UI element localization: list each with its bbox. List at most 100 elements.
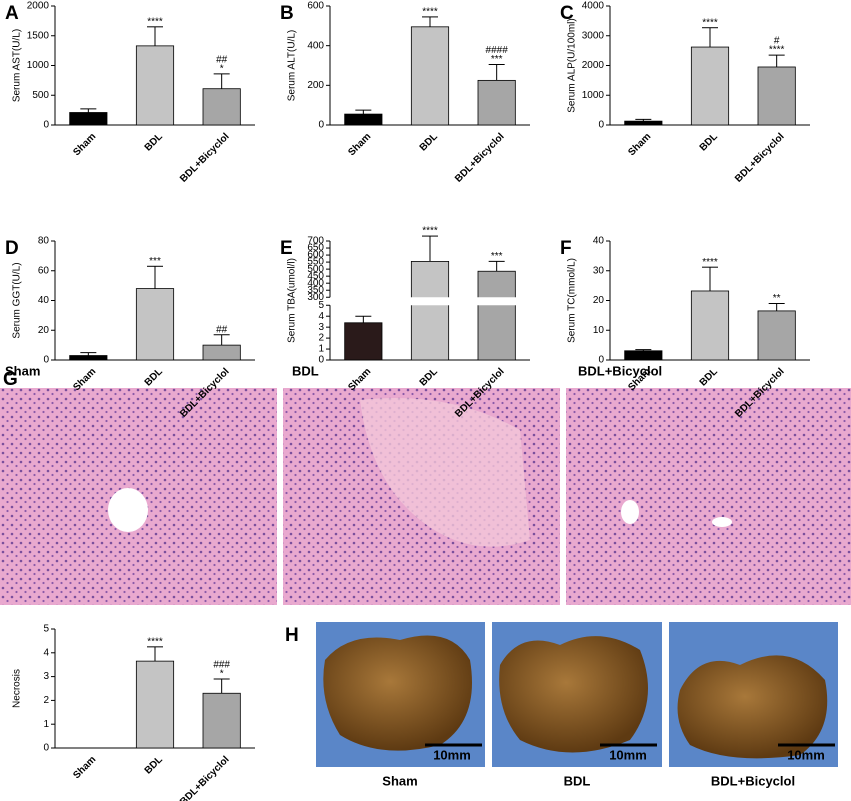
y-axis-label: Serum ALP(U/100ml)	[567, 18, 578, 112]
significance: ***	[491, 54, 503, 65]
significance: ****	[702, 17, 718, 28]
x-tick-label: BDL	[698, 131, 720, 153]
y-tick-label: 4	[43, 647, 49, 658]
y-tick-label: 4000	[582, 1, 605, 12]
liver	[323, 635, 472, 751]
bar	[135, 288, 175, 361]
vessel	[712, 517, 732, 527]
scale-label: 10mm	[787, 747, 825, 762]
significance: *	[220, 669, 224, 680]
y-tick-label: 600	[307, 250, 324, 261]
x-tick-label: BDL+Bicyclol	[178, 131, 232, 185]
significance: ###	[213, 660, 230, 671]
x-tick-label: BDL+Bicyclol	[178, 754, 232, 801]
bar	[344, 322, 383, 361]
x-tick-label: BDL+Bicyclol	[453, 131, 507, 185]
x-tick-label: BDL	[143, 131, 165, 153]
bar	[624, 120, 663, 126]
y-tick-label: 40	[593, 236, 605, 247]
liver-photos	[316, 622, 838, 767]
vessel	[108, 488, 148, 532]
significance: ##	[216, 324, 228, 335]
bar	[477, 79, 516, 126]
significance: ##	[216, 54, 228, 65]
significance: ****	[147, 636, 163, 647]
bar	[690, 290, 730, 361]
y-tick-label: 1	[43, 719, 49, 730]
x-tick-label: BDL	[143, 754, 165, 776]
y-tick-label: 0	[43, 743, 49, 754]
y-tick-label: 300	[307, 292, 324, 303]
panel-letter: H	[285, 625, 299, 646]
significance: ****	[702, 257, 718, 268]
image-label: Sham	[5, 363, 40, 378]
photo-label: BDL+Bicyclol	[711, 773, 795, 788]
y-axis-label: Serum AST(U/L)	[12, 29, 23, 102]
x-tick-label: Sham	[626, 131, 653, 158]
liver	[499, 636, 648, 753]
y-tick-label: 40	[38, 295, 50, 306]
y-tick-label: 0	[598, 120, 604, 131]
y-tick-label: 500	[32, 90, 49, 101]
y-tick-label: 400	[307, 278, 324, 289]
photo-label: Sham	[382, 773, 417, 788]
y-tick-label: 1000	[582, 90, 605, 101]
axis-break	[332, 297, 532, 306]
bar	[344, 113, 383, 126]
x-tick-label: BDL+Bicyclol	[733, 131, 787, 185]
y-tick-label: 5	[318, 300, 324, 311]
significance: **	[773, 293, 781, 304]
bar	[690, 46, 730, 126]
vessel	[621, 500, 639, 524]
significance: ****	[769, 45, 785, 56]
histology-image	[566, 388, 851, 605]
y-tick-label: 0	[43, 120, 49, 131]
bar	[410, 260, 450, 361]
y-tick-label: 650	[307, 243, 324, 254]
y-tick-label: 60	[38, 265, 50, 276]
y-tick-label: 20	[38, 325, 50, 336]
y-tick-label: 600	[307, 1, 324, 12]
image-label: BDL	[292, 363, 319, 378]
significance: ***	[149, 256, 161, 267]
panel-letter: D	[5, 238, 19, 259]
y-tick-label: 3	[318, 322, 324, 333]
y-tick-label: 200	[307, 80, 324, 91]
y-tick-label: 10	[593, 325, 605, 336]
y-tick-label: 3	[43, 671, 49, 682]
y-tick-label: 400	[307, 40, 324, 51]
y-tick-label: 2	[43, 695, 49, 706]
y-tick-label: 80	[38, 236, 50, 247]
y-tick-label: 0	[598, 355, 604, 366]
y-axis-label: Serum TC(mmol/L)	[567, 258, 578, 343]
y-tick-label: 1000	[27, 60, 50, 71]
bar	[69, 355, 108, 361]
panel-letter: C	[560, 3, 574, 24]
y-tick-label: 700	[307, 236, 324, 247]
image-label: BDL+Bicyclol	[578, 363, 662, 378]
y-tick-label: 3000	[582, 30, 605, 41]
y-tick-label: 0	[43, 355, 49, 366]
significance: ****	[422, 7, 438, 18]
significance: ****	[147, 16, 163, 27]
histology-images	[0, 388, 851, 605]
y-tick-label: 0	[318, 355, 324, 366]
y-tick-label: 1500	[27, 30, 50, 41]
y-tick-label: 4	[318, 311, 324, 322]
photo-label: BDL	[564, 773, 591, 788]
y-tick-label: 450	[307, 271, 324, 282]
y-axis-label: Serum GGT(U/L)	[12, 262, 23, 338]
panel-letter: F	[560, 238, 572, 259]
significance: #	[774, 36, 780, 47]
y-axis-label: Serum TBA(umol/l)	[287, 258, 298, 343]
panel-letter: A	[5, 3, 19, 24]
y-tick-label: 30	[593, 265, 605, 276]
x-tick-label: Sham	[346, 131, 373, 158]
scale-label: 10mm	[433, 747, 471, 762]
bar	[757, 66, 796, 126]
x-tick-label: BDL	[418, 366, 440, 388]
bar	[202, 344, 241, 361]
bar	[135, 660, 175, 749]
bar	[202, 692, 241, 749]
